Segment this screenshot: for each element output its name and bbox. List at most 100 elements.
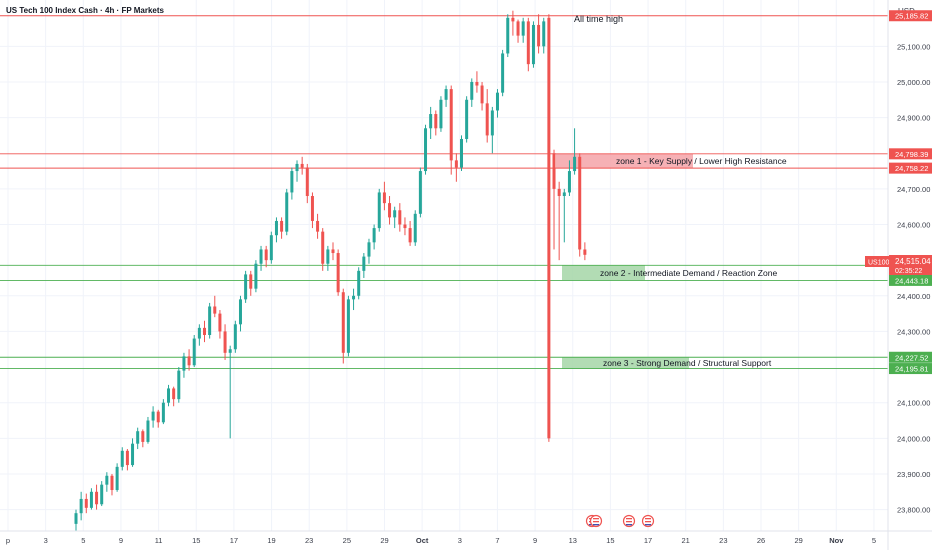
candle bbox=[475, 71, 479, 93]
candle-body bbox=[460, 138, 463, 168]
candle bbox=[197, 324, 201, 346]
candle bbox=[377, 188, 381, 232]
candle bbox=[141, 429, 145, 448]
candle bbox=[167, 384, 171, 407]
candle-body bbox=[259, 249, 263, 264]
candle bbox=[105, 472, 109, 492]
zone-label: zone 1 - Key Supply / Lower High Resista… bbox=[616, 156, 787, 166]
time-tick-label: 19 bbox=[267, 536, 275, 545]
candle-body bbox=[269, 235, 273, 261]
candle-body bbox=[316, 220, 320, 232]
candle bbox=[295, 160, 299, 182]
zone-labels-layer: zone 1 - Key Supply / Lower High Resista… bbox=[600, 156, 787, 368]
time-tick-label: 11 bbox=[155, 536, 163, 545]
candle bbox=[341, 288, 345, 364]
level-price-label: 24,798.39 bbox=[895, 150, 928, 159]
candle bbox=[567, 160, 571, 197]
candle bbox=[136, 427, 140, 450]
candle-body bbox=[573, 156, 577, 172]
candle bbox=[346, 295, 350, 357]
candle bbox=[218, 310, 222, 339]
candle bbox=[552, 149, 556, 250]
candle bbox=[336, 249, 340, 296]
candle bbox=[398, 203, 402, 232]
candle-body bbox=[341, 292, 345, 353]
us-flag-icon[interactable] bbox=[589, 514, 603, 528]
candle-body bbox=[125, 450, 129, 466]
candle-body bbox=[537, 24, 541, 47]
candle bbox=[393, 206, 397, 229]
candle-body bbox=[470, 81, 474, 100]
level-price-tag bbox=[889, 351, 932, 363]
candle-body bbox=[192, 338, 196, 366]
candle-body bbox=[377, 192, 381, 229]
candle-body bbox=[542, 21, 546, 47]
price-tick-label: 24,900.00 bbox=[897, 114, 930, 123]
time-tick-label: 25 bbox=[343, 536, 351, 545]
time-axis[interactable]: p 3 5 9 11 15 17 19 23 25 29 Oct 3 7 9 13 15 17 21 23 26 29 No… bbox=[6, 536, 876, 545]
level-price-label: 25,185.82 bbox=[895, 12, 928, 21]
supply-zone-box[interactable] bbox=[556, 153, 693, 169]
price-tick-label: 23,800.00 bbox=[897, 506, 930, 515]
candle-body bbox=[398, 210, 402, 225]
candle-body bbox=[485, 103, 489, 136]
demand-zone-box[interactable] bbox=[562, 357, 689, 369]
candle bbox=[321, 228, 325, 271]
zone-label: zone 2 - Intermediate Demand / Reaction … bbox=[600, 268, 777, 278]
candle-body bbox=[151, 411, 155, 421]
candle-body bbox=[454, 160, 458, 168]
candle-body bbox=[100, 484, 104, 505]
candles-layer bbox=[74, 10, 587, 531]
candle-body bbox=[583, 249, 587, 255]
candle-body bbox=[382, 192, 386, 204]
candle bbox=[146, 416, 150, 444]
candle bbox=[470, 78, 474, 107]
symbol-title[interactable]: US Tech 100 Index Cash · 4h · FP Markets bbox=[6, 6, 165, 15]
us-flag-icon[interactable] bbox=[622, 514, 636, 528]
candle-body bbox=[434, 114, 438, 129]
price-axis[interactable]: 25,100.00 25,000.00 24,900.00 24,700.00 24,6… bbox=[897, 42, 930, 514]
candle bbox=[269, 231, 273, 264]
candle bbox=[331, 242, 335, 261]
candle bbox=[203, 320, 206, 343]
time-tick-label: 7 bbox=[495, 536, 499, 545]
candle-body bbox=[203, 327, 206, 335]
candle bbox=[259, 245, 263, 271]
candle bbox=[444, 85, 448, 107]
candle-body bbox=[393, 210, 397, 218]
time-tick-label: 17 bbox=[230, 536, 238, 545]
candle-body bbox=[516, 21, 520, 36]
candle-body bbox=[490, 110, 494, 136]
price-tick-label: 24,000.00 bbox=[897, 434, 930, 443]
candle bbox=[454, 153, 458, 182]
candle bbox=[542, 17, 546, 54]
candle-body bbox=[352, 295, 356, 300]
us-flag-icon[interactable] bbox=[641, 514, 655, 528]
price-tick-label: 24,300.00 bbox=[897, 327, 930, 336]
candle bbox=[424, 124, 428, 175]
economic-events[interactable] bbox=[585, 514, 655, 528]
time-tick-label: Oct bbox=[416, 536, 429, 545]
candle bbox=[367, 238, 371, 264]
time-tick-label: 5 bbox=[872, 536, 876, 545]
candle bbox=[280, 217, 284, 239]
candle-body bbox=[578, 156, 582, 250]
candle bbox=[110, 473, 114, 496]
candle-body bbox=[172, 388, 176, 400]
level-price-tag bbox=[889, 274, 932, 286]
time-tick-label: 26 bbox=[757, 536, 765, 545]
time-tick-label: 29 bbox=[794, 536, 802, 545]
demand-zone-box[interactable] bbox=[562, 265, 645, 281]
candle bbox=[244, 270, 248, 303]
candle bbox=[526, 17, 530, 72]
candle bbox=[449, 85, 453, 175]
candle-body bbox=[372, 228, 376, 243]
candle-body bbox=[187, 356, 191, 366]
candle-body bbox=[511, 17, 515, 22]
candle-body bbox=[465, 99, 469, 139]
candle bbox=[233, 320, 237, 353]
candle bbox=[254, 260, 258, 293]
